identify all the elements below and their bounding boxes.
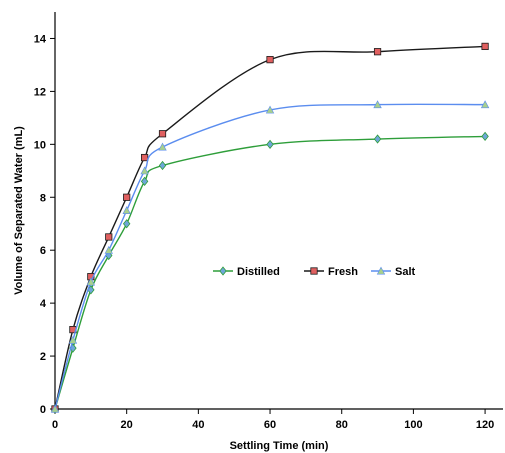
legend-label-salt: Salt xyxy=(395,266,416,278)
data-point-salt xyxy=(50,404,60,413)
y-tick-label: 12 xyxy=(34,86,46,98)
y-tick-label: 14 xyxy=(34,33,47,45)
data-point-distilled xyxy=(158,160,167,171)
data-point-fresh xyxy=(123,193,131,201)
legend-item-distilled: Distilled xyxy=(213,266,280,278)
data-point-salt xyxy=(158,142,167,151)
y-tick-label: 2 xyxy=(40,351,46,363)
data-point-salt xyxy=(140,166,149,175)
x-tick-label: 0 xyxy=(52,419,58,431)
legend-item-salt: Salt xyxy=(371,266,416,278)
x-axis-title: Settling Time (min) xyxy=(230,440,329,452)
legend: Distilled Fresh Salt xyxy=(213,266,416,278)
data-point-fresh xyxy=(373,48,382,56)
series-fresh xyxy=(51,42,489,413)
legend-marker-distilled xyxy=(219,266,227,276)
legend-label-fresh: Fresh xyxy=(328,266,358,278)
data-point-distilled xyxy=(122,219,131,229)
legend-marker-fresh xyxy=(310,267,318,275)
data-point-salt xyxy=(104,245,113,254)
y-tick-label: 8 xyxy=(40,192,46,204)
x-tick-label: 100 xyxy=(404,419,422,431)
data-point-distilled xyxy=(266,139,274,149)
legend-marker-salt xyxy=(376,266,386,275)
x-tick-label: 60 xyxy=(264,419,276,431)
series-layer xyxy=(50,42,490,414)
series-salt xyxy=(50,100,490,413)
data-point-distilled xyxy=(481,131,489,142)
data-point-salt xyxy=(86,277,96,286)
data-point-fresh xyxy=(105,233,113,241)
data-point-fresh xyxy=(481,42,489,51)
data-point-fresh xyxy=(158,130,167,138)
y-tick-label: 6 xyxy=(40,245,46,257)
data-point-salt xyxy=(265,105,275,114)
data-point-salt xyxy=(68,335,78,344)
y-tick-label: 4 xyxy=(40,298,47,310)
data-point-distilled xyxy=(140,176,149,187)
data-point-fresh xyxy=(266,56,274,64)
data-point-salt xyxy=(122,206,131,214)
x-tick-label: 80 xyxy=(336,419,348,431)
data-point-salt xyxy=(480,100,490,109)
data-point-fresh xyxy=(140,153,149,162)
data-point-salt xyxy=(373,100,382,109)
y-axis-title: Volume of Separated Water (mL) xyxy=(13,126,25,295)
x-tick-label: 120 xyxy=(476,419,494,431)
x-tick-label: 40 xyxy=(192,419,204,431)
legend-label-distilled: Distilled xyxy=(237,266,280,278)
y-tick-label: 0 xyxy=(40,404,46,416)
data-point-distilled xyxy=(373,134,382,144)
x-tick-label: 20 xyxy=(121,419,133,431)
y-tick-label: 10 xyxy=(34,139,46,151)
legend-item-fresh: Fresh xyxy=(304,266,358,278)
